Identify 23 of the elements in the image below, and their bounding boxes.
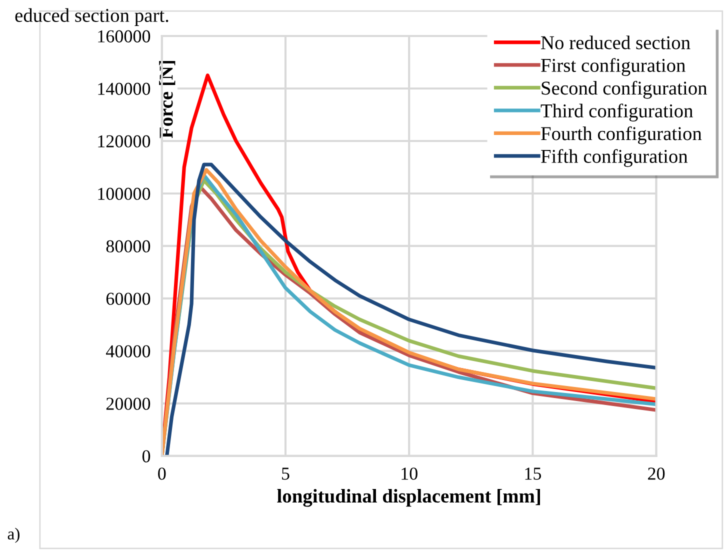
text: educed section part. (15, 8, 168, 26)
x-tick-label: 15 (525, 468, 542, 480)
x-axis-title: longitudinal displacement [mm] (277, 488, 540, 507)
x-tick-label: 20 (648, 468, 665, 480)
legend-label: Fourth configuration (541, 126, 702, 144)
x-tick-label: 5 (282, 468, 290, 480)
y-tick-label: 160000 (98, 30, 150, 42)
x-tick-label: 10 (402, 468, 418, 480)
y-tick-label: 100000 (98, 188, 150, 200)
y-tick-label: 0 (142, 450, 150, 462)
x-tick-label: 0 (158, 468, 166, 480)
legend-label: Fifth configuration (541, 149, 688, 167)
legend-label: No reduced section (541, 36, 690, 50)
legend-label: Third configuration (540, 104, 693, 122)
legend-label: First configuration (541, 58, 686, 76)
y-tick-label: 140000 (98, 82, 150, 95)
y-tick-label: 80000 (106, 240, 150, 252)
y-tick-label: 60000 (106, 292, 150, 305)
y-tick-label: 40000 (106, 345, 150, 358)
text: a) (8, 528, 20, 543)
legend-label: Second configuration (542, 80, 708, 99)
y-tick-label: 20000 (106, 398, 150, 410)
y-tick-label: 120000 (98, 135, 150, 148)
